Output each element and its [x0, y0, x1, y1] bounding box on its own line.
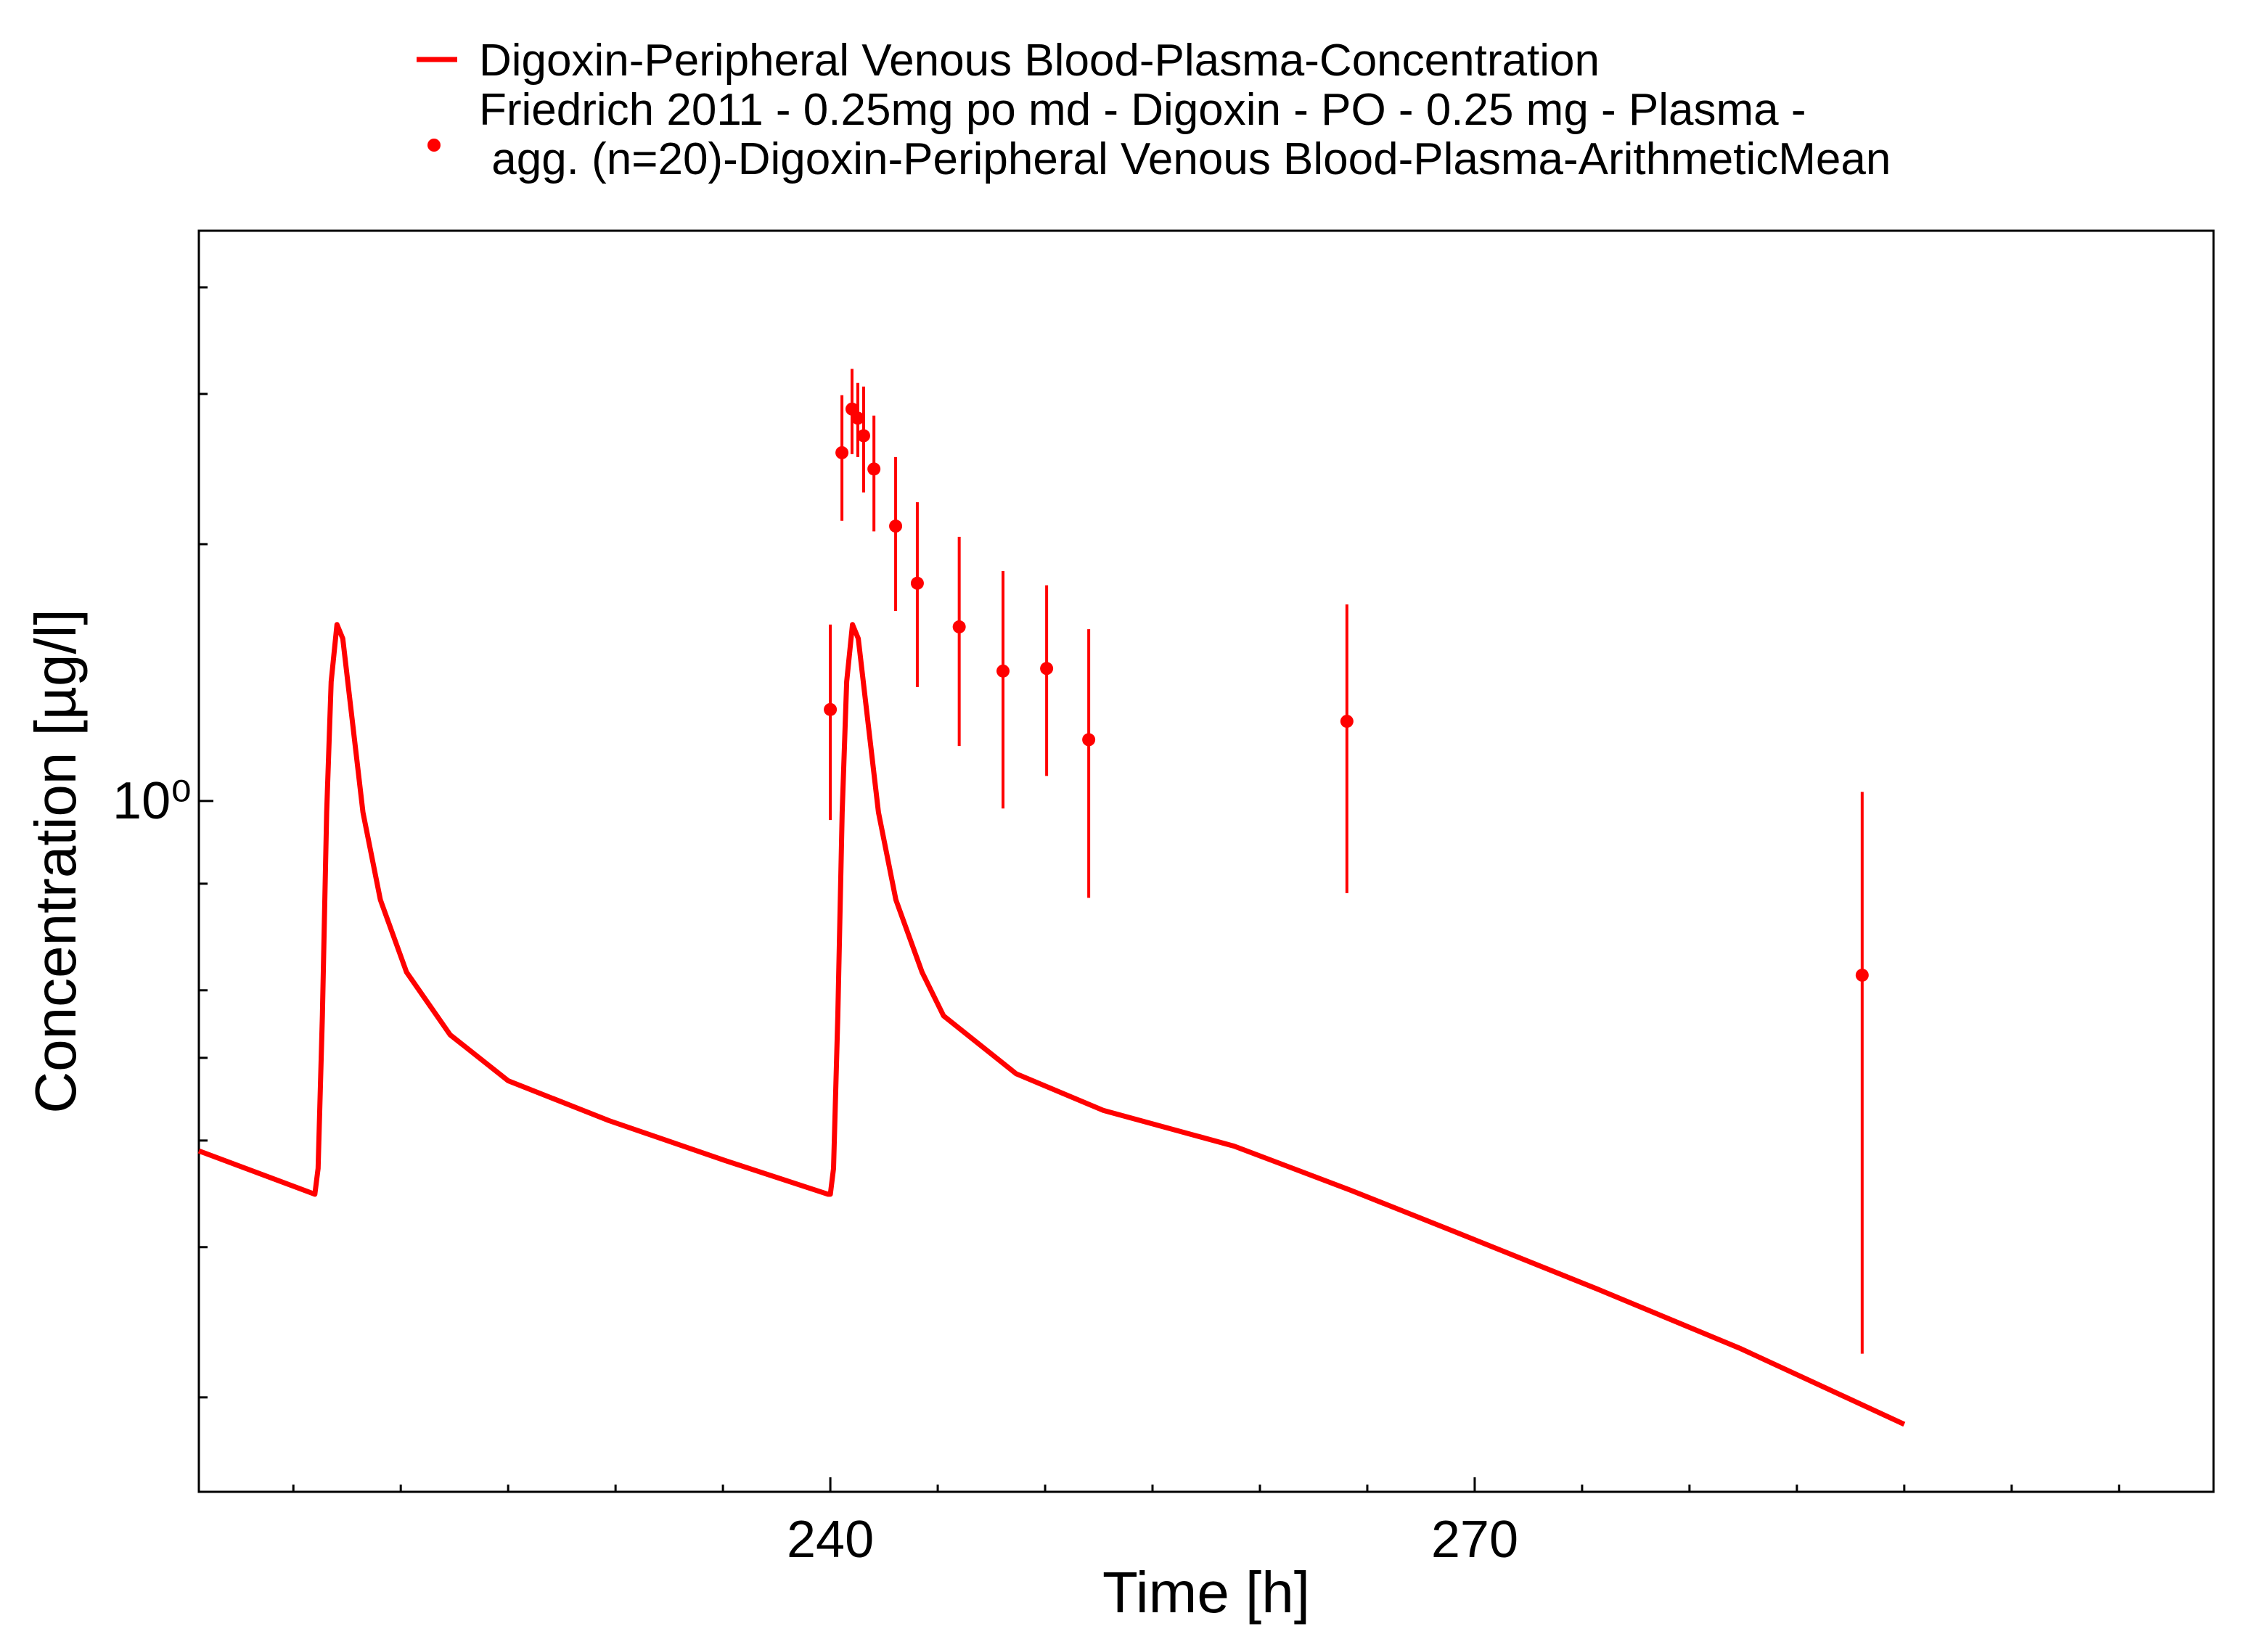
legend-label: Digoxin-Peripheral Venous Blood-Plasma-C… [479, 36, 1600, 86]
data-point [910, 576, 924, 590]
legend-label: Friedrich 2011 - 0.25mg po md - Digoxin … [479, 85, 1891, 184]
data-point [824, 702, 838, 716]
data-point [851, 411, 864, 425]
data-point [867, 462, 881, 476]
y-tick-label: 10⁰ [112, 772, 192, 830]
data-point [1340, 715, 1354, 728]
x-tick-label: 270 [1431, 1511, 1518, 1569]
sim-line [197, 622, 1906, 1427]
data-point [1040, 662, 1054, 676]
legend-swatch [427, 139, 441, 152]
data-point [952, 620, 966, 633]
y-axis-label: Concentration [µg/l] [23, 609, 88, 1113]
x-tick-label: 240 [787, 1511, 874, 1569]
data-point [856, 429, 870, 443]
x-axis-label: Time [h] [1102, 1560, 1310, 1625]
data-point [835, 446, 849, 459]
data-point [996, 664, 1010, 678]
data-point [889, 520, 903, 533]
plot-frame [197, 229, 2215, 1493]
data-point [1082, 733, 1096, 747]
data-point [1855, 968, 1869, 982]
